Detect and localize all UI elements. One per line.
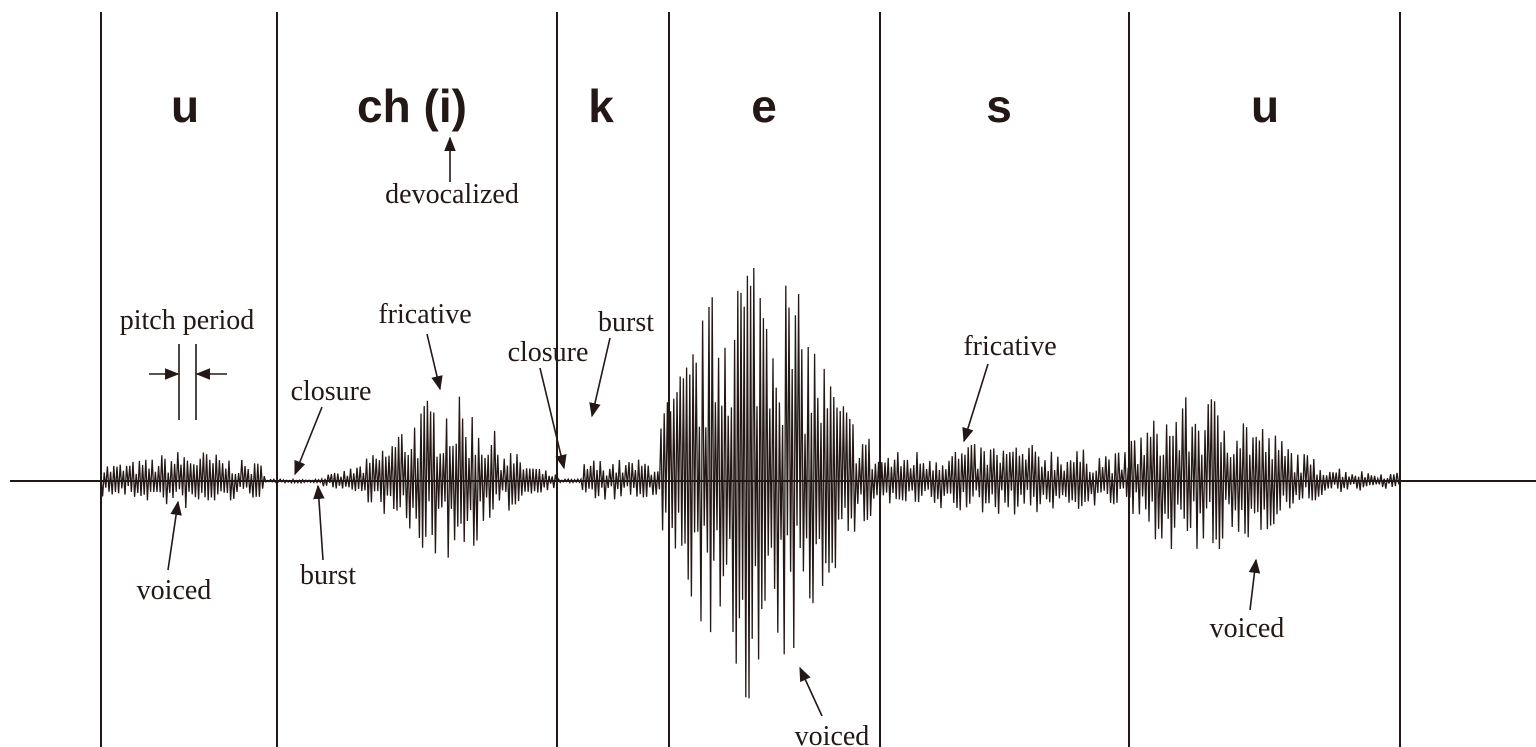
annotation: closure xyxy=(291,376,372,407)
dividers xyxy=(100,12,1401,747)
arrow xyxy=(294,406,323,476)
segment-label: u xyxy=(171,80,199,132)
arrow xyxy=(962,363,989,443)
annotation: closure xyxy=(508,337,589,368)
annotation: pitch period xyxy=(120,305,255,336)
segment-label: s xyxy=(986,80,1012,132)
segment-label: ch (i) xyxy=(357,80,467,132)
segment-label: u xyxy=(1251,80,1279,132)
annotation: burst xyxy=(598,307,654,338)
annotation: voiced xyxy=(1210,613,1285,644)
annotation: voiced xyxy=(137,575,212,606)
annotation: devocalized xyxy=(385,179,519,210)
arrow xyxy=(539,367,567,470)
annotation: burst xyxy=(300,560,356,591)
annotation: fricative xyxy=(963,331,1056,362)
annotation: fricative xyxy=(378,299,471,330)
waveform xyxy=(100,267,1405,699)
arrow xyxy=(167,500,182,571)
segment-label: k xyxy=(588,80,614,132)
arrow xyxy=(1248,558,1261,611)
arrow xyxy=(799,666,823,717)
arrow xyxy=(426,333,443,391)
annotation: voiced xyxy=(795,721,870,747)
arrow xyxy=(589,337,611,418)
segment-label: e xyxy=(751,80,777,132)
arrow xyxy=(313,484,325,561)
